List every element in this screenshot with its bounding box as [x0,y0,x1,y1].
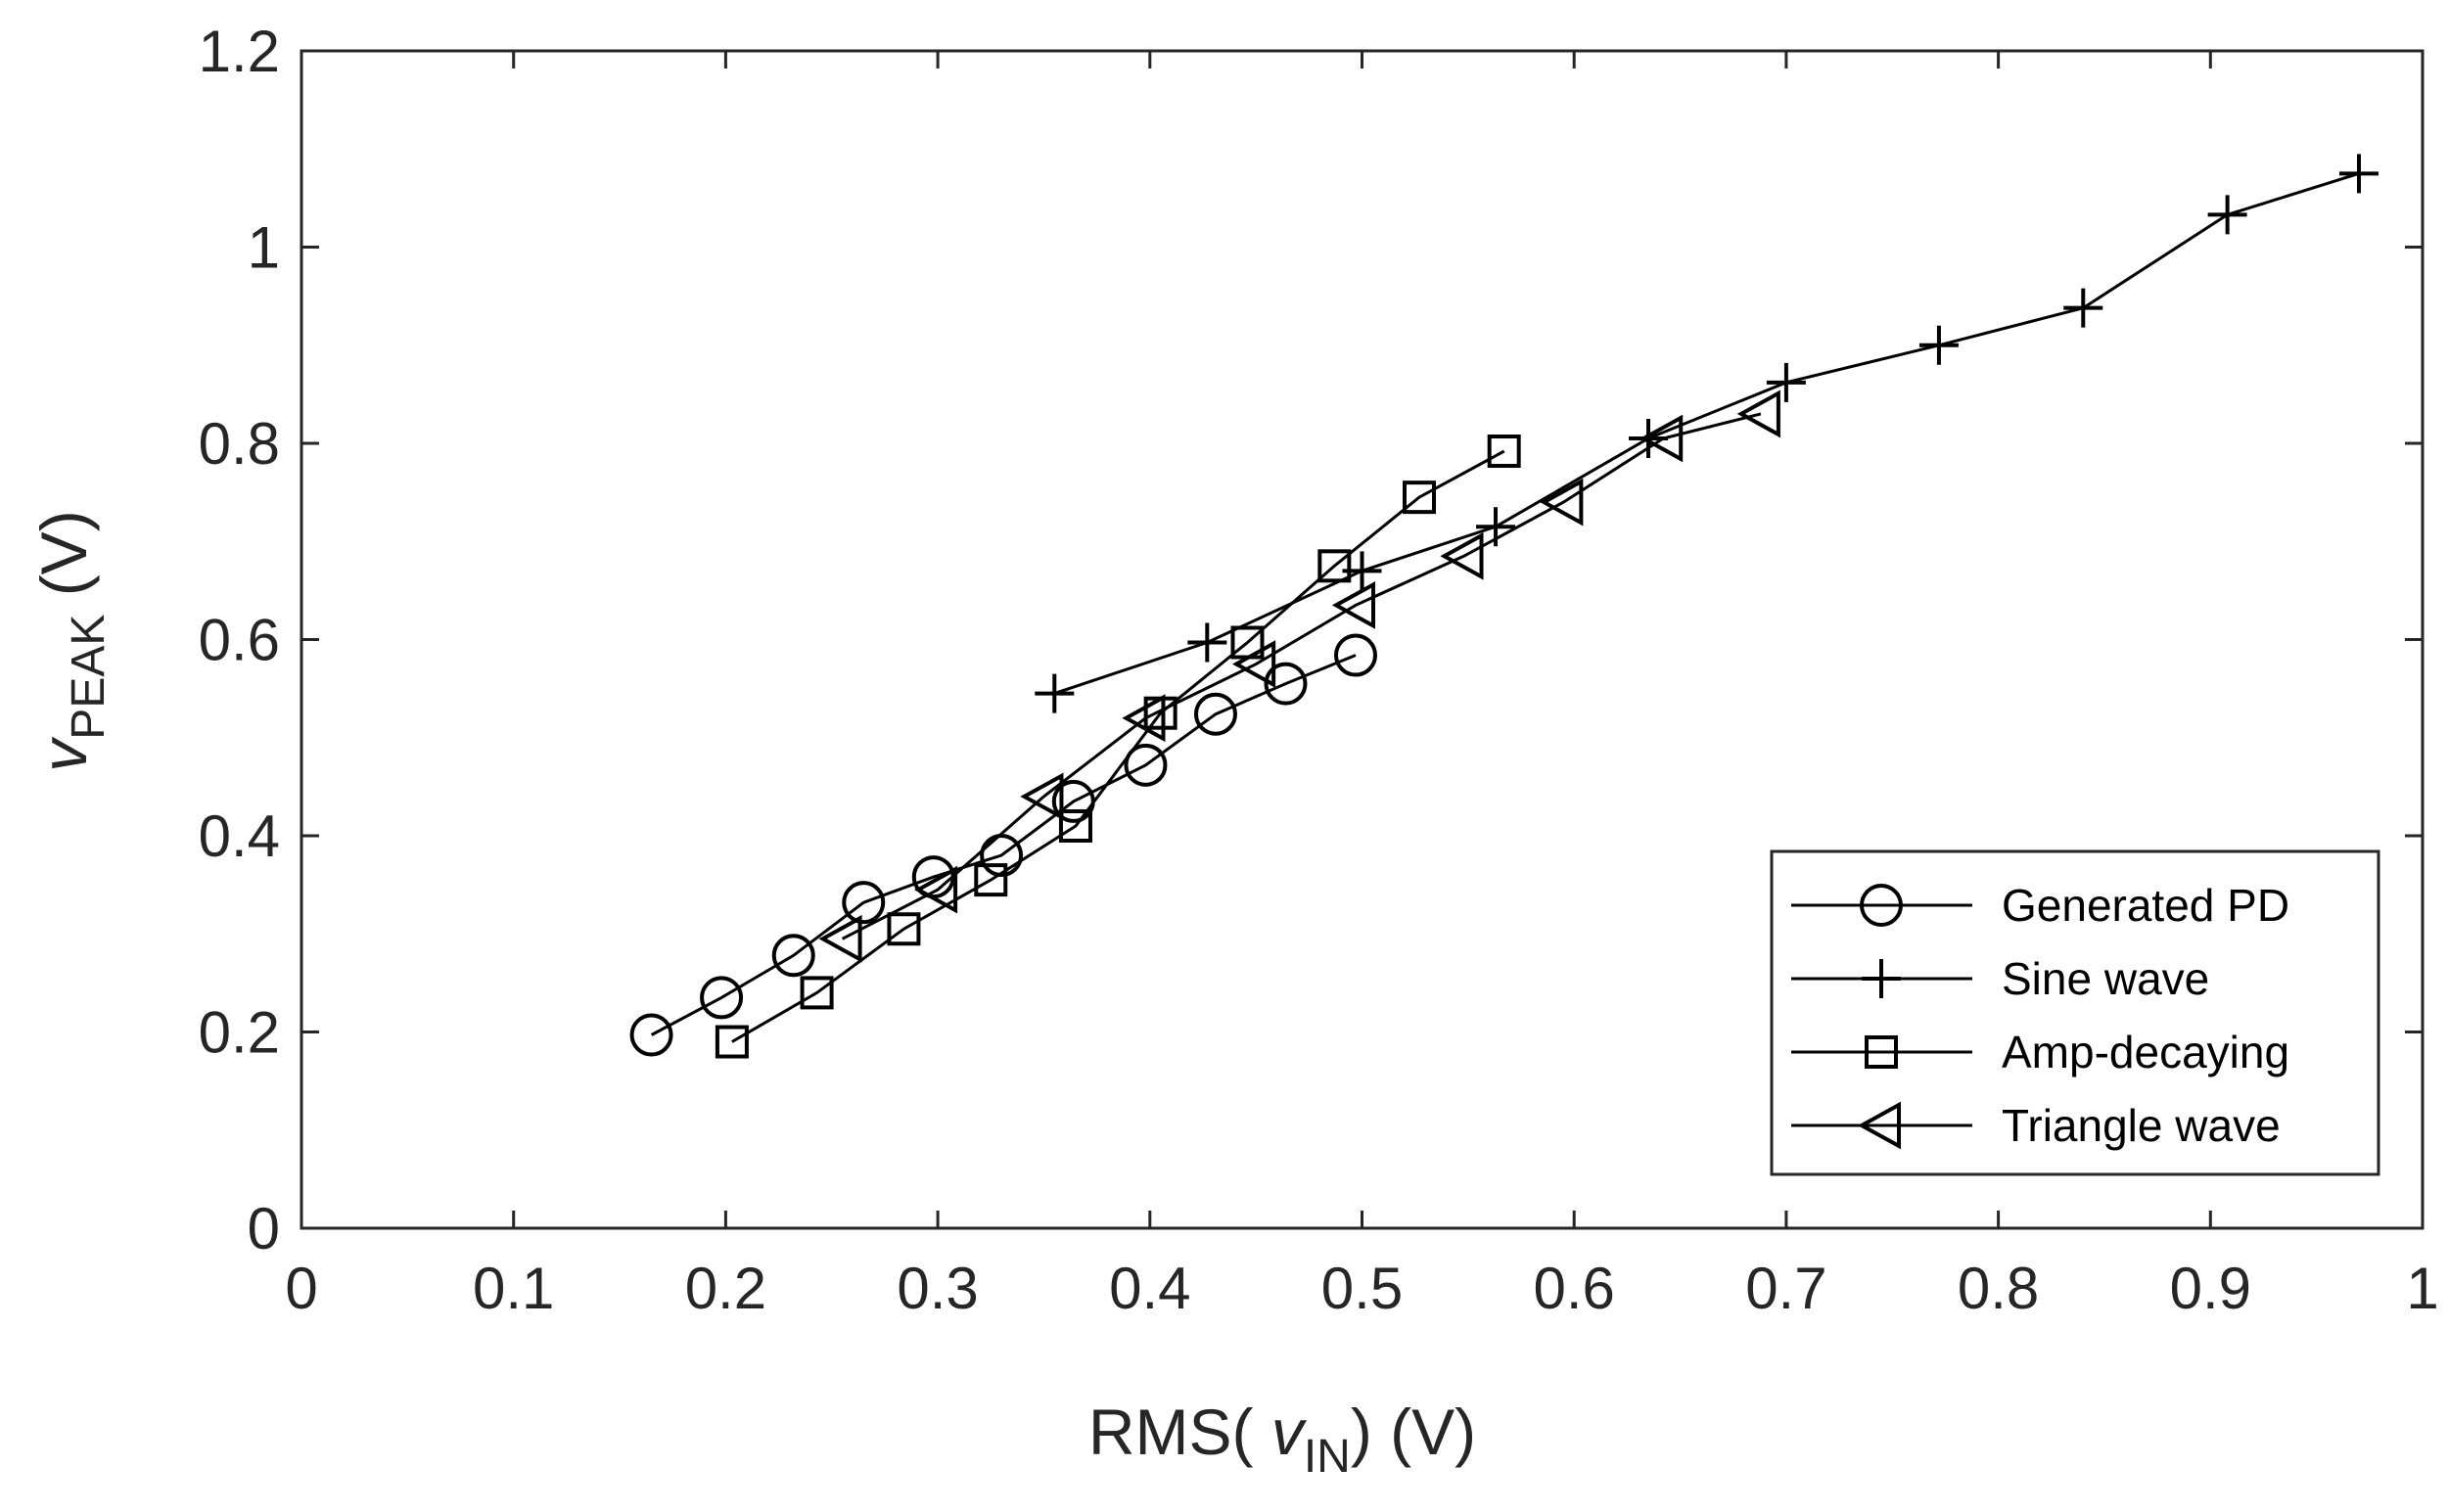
data-point-amp-decaying [715,1025,749,1059]
data-point-sine-wave [2063,288,2103,328]
data-point-triangle-wave [818,914,862,963]
legend-marker [1862,959,1901,998]
data-point-generated-pd [842,881,886,925]
y-tick-label: 1 [248,215,280,281]
data-point-triangle-wave [1640,414,1684,463]
data-point-generated-pd [700,976,744,1020]
legend-marker [1865,1035,1898,1069]
legend-label: Generated PD [2002,880,2289,931]
x-tick-label: 0.3 [897,1256,978,1321]
x-tick-label: 0.7 [1745,1256,1826,1321]
legend: Generated PD Sine wave Amp-decaying Triangl… [1770,849,2380,1176]
x-tick-label: 0.1 [473,1256,554,1321]
data-point-sine-wave [1035,673,1075,713]
legend-marker [1857,1101,1901,1150]
data-point-triangle-wave [1232,640,1276,688]
series-line-generated-pd [650,654,1357,1036]
data-point-generated-pd [629,1013,673,1057]
y-tick-label: 0.8 [199,411,280,477]
x-axis-label: RMS( vIN) (V) [1088,1396,1476,1483]
data-point-generated-pd [771,934,815,978]
x-tick-label: 0.4 [1109,1256,1190,1321]
series-sine-wave [1035,154,2379,713]
data-point-sine-wave [2207,195,2247,235]
data-point-sine-wave [2338,154,2379,194]
series-line-triangle-wave [841,412,1762,940]
x-tick-label: 1 [2406,1256,2438,1321]
data-point-generated-pd [1193,692,1237,736]
y-axis-label: vPEAK (V) [27,510,115,771]
data-point-triangle-wave [1540,478,1584,527]
y-tick-label: 0.6 [199,608,280,673]
x-tick-label: 0.9 [2170,1256,2251,1321]
data-point-triangle-wave [1331,581,1375,629]
data-point-sine-wave [1918,325,1959,365]
data-point-amp-decaying [1317,549,1352,583]
data-point-amp-decaying [1403,481,1437,515]
legend-label: Sine wave [2002,953,2209,1004]
data-point-generated-pd [1264,662,1308,706]
x-tick-label: 0.6 [1533,1256,1614,1321]
x-tick-label: 0 [285,1256,317,1321]
series-layer [629,154,2379,1059]
y-tick-label: 1.2 [199,19,280,84]
data-point-amp-decaying [974,863,1008,897]
series-line-sine-wave [1053,171,2360,696]
y-tick-label: 0 [248,1196,280,1261]
axis-ticks: 0 0.1 0.2 0.3 0.4 0.5 0.6 0.7 0.8 0.9 1 0 0.2 0.4 0.6 0… [199,19,2439,1321]
data-point-triangle-wave [1440,531,1484,580]
data-point-amp-decaying [1058,808,1092,843]
data-point-amp-decaying [800,976,834,1010]
legend-marker [1860,884,1903,927]
legend-label: Triangle wave [2002,1100,2281,1151]
y-tick-label: 0.4 [199,803,280,869]
data-point-generated-pd [980,834,1024,878]
data-point-triangle-wave [1736,389,1780,438]
x-tick-label: 0.2 [685,1256,766,1321]
y-tick-label: 0.2 [199,1000,280,1066]
data-point-amp-decaying [887,912,921,946]
data-point-amp-decaying [1487,435,1521,469]
data-point-generated-pd [1124,743,1168,787]
data-point-triangle-wave [913,865,958,914]
legend-label: Amp-decaying [2002,1027,2289,1077]
data-point-sine-wave [1766,362,1806,402]
x-tick-label: 0.8 [1958,1256,2039,1321]
x-tick-label: 0.5 [1321,1256,1403,1321]
data-point-sine-wave [1187,622,1227,663]
data-point-triangle-wave [1020,772,1064,821]
series-triangle-wave [818,389,1780,963]
data-point-triangle-wave [1122,694,1166,743]
data-point-generated-pd [1333,633,1377,677]
